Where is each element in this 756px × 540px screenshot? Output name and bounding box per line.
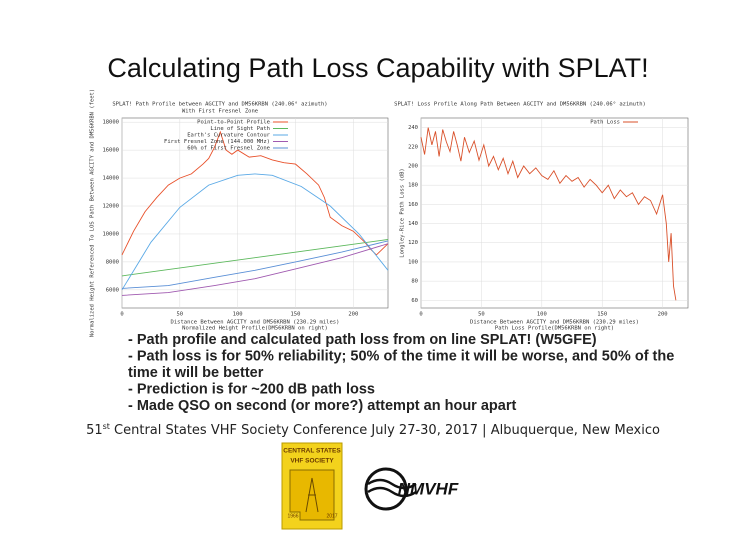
y-tick-label: 140 (408, 221, 418, 227)
series-line (121, 239, 389, 277)
x-tick-label: 200 (658, 312, 668, 318)
footer-suffix: st (103, 422, 110, 431)
x-tick-label: 50 (177, 312, 184, 318)
logo-wave (367, 478, 417, 498)
bullet: - Path loss is for 50% reliability; 50% … (128, 348, 674, 364)
bullet: - Prediction is for ~200 dB path loss (128, 381, 375, 397)
y-axis-label: Longley-Rice Path Loss (dB) (400, 168, 406, 257)
y-tick-label: 18000 (102, 120, 119, 126)
bullet: - Path profile and calculated path loss … (128, 332, 597, 348)
series-line (420, 127, 677, 301)
y-tick-label: 220 (408, 144, 418, 150)
series-line (121, 173, 389, 291)
tower (305, 477, 319, 513)
legend-label: First Fresnel Zone (144.000 MHz) (164, 139, 270, 145)
series-line (121, 243, 389, 296)
y-tick-label: 8000 (106, 259, 119, 265)
x-axis-label: Path Loss Profile(DM56KRBN on right) (495, 326, 614, 332)
logo-year: 1966 (287, 513, 298, 519)
y-tick-label: 10000 (102, 231, 119, 237)
csvhfs-logo: CENTRAL STATES VHF SOCIETY 1966 2017 (281, 442, 343, 530)
footer-text: Central States VHF Society Conference Ju… (110, 423, 660, 438)
plot-area (121, 117, 389, 309)
x-axis-label: Distance Between AGCITY and DM56KRBN (23… (171, 320, 340, 326)
y-tick-label: 180 (408, 183, 418, 189)
x-axis-label: Distance Between AGCITY and DM56KRBN (23… (470, 320, 639, 326)
footer-number: 51 (86, 423, 103, 438)
y-tick-label: 6000 (106, 287, 119, 293)
y-tick-label: 160 (408, 202, 418, 208)
y-tick-label: 14000 (102, 176, 119, 182)
y-tick-label: 80 (411, 279, 418, 285)
x-tick-label: 150 (597, 312, 607, 318)
footer: 51st Central States VHF Society Conferen… (86, 422, 660, 438)
slide-title: Calculating Path Loss Capability with SP… (107, 53, 648, 83)
x-tick-label: 150 (291, 312, 301, 318)
y-tick-label: 12000 (102, 204, 119, 210)
chart-title: SPLAT! Path Profile between AGCITY and D… (112, 102, 327, 108)
logo-text: VHF SOCIETY (290, 458, 334, 465)
logo-text: NMVHF (398, 479, 459, 498)
x-tick-label: 0 (120, 312, 123, 318)
x-axis-label: Normalized Height Profile(DM56KRBN on ri… (182, 326, 328, 332)
y-tick-label: 16000 (102, 148, 119, 154)
series-line (121, 240, 389, 289)
y-tick-label: 200 (408, 163, 418, 169)
legend-label: Path Loss (590, 120, 620, 126)
x-tick-label: 0 (419, 312, 422, 318)
x-tick-label: 50 (478, 312, 485, 318)
y-axis-label: Normalized Height Referenced To LOS Path… (90, 89, 96, 337)
plot-area (420, 117, 689, 309)
y-tick-label: 100 (408, 259, 418, 265)
legend-label: Point-to-Point Profile (197, 120, 270, 126)
y-tick-label: 240 (408, 125, 418, 131)
series-line (121, 130, 389, 256)
logo-year: 2017 (326, 513, 337, 519)
y-tick-label: 120 (408, 240, 418, 246)
nmvhf-logo: NMVHF (364, 467, 459, 511)
legend-label: Earth's Curvature Contour (187, 133, 270, 139)
y-tick-label: 60 (411, 298, 418, 304)
bullets: - Path profile and calculated path loss … (128, 332, 674, 414)
chart-subtitle: With First Fresnel Zone (182, 109, 258, 115)
logo-text: CENTRAL STATES (283, 448, 341, 455)
legend-label: 60% of First Fresnel Zone (187, 146, 270, 152)
bullet: time it will be better (128, 365, 264, 381)
chart-title: SPLAT! Loss Profile Along Path Between A… (394, 102, 646, 108)
legend-label: Line of Sight Path (210, 126, 270, 132)
x-tick-label: 100 (537, 312, 547, 318)
x-tick-label: 200 (348, 312, 358, 318)
x-tick-label: 100 (233, 312, 243, 318)
bullet: - Made QSO on second (or more?) attempt … (128, 398, 516, 414)
